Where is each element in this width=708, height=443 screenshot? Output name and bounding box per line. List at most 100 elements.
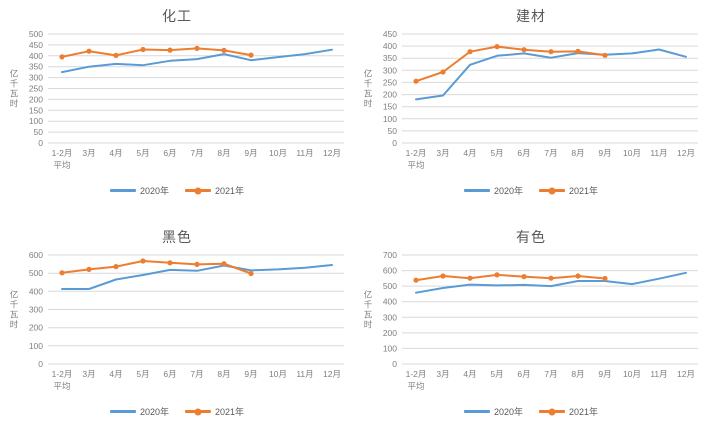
chart-card-chemical: 化工 0 50 100 150 200 250 300 350 400 450 500 1-2月 平均 3… [0,0,354,221]
svg-text:0: 0 [392,359,397,369]
chart-legend: 2020年 2021年 [0,405,354,418]
svg-text:4月: 4月 [109,148,122,158]
svg-text:6月: 6月 [517,369,530,379]
svg-text:600: 600 [383,266,397,276]
svg-text:时: 时 [10,320,19,330]
legend-item-2021: 2021年 [539,405,598,418]
svg-text:200: 200 [383,328,397,338]
svg-text:300: 300 [29,73,43,83]
svg-text:3月: 3月 [82,148,95,158]
legend-marker-dot [548,408,556,415]
chart-title: 化工 [162,8,192,24]
legend-line-swatch-2021 [185,187,211,194]
svg-text:9月: 9月 [598,369,611,379]
legend-line-swatch-2020 [463,189,490,192]
legend-item-2020: 2020年 [463,184,523,197]
svg-text:0: 0 [392,138,397,148]
svg-text:平均: 平均 [407,381,424,391]
svg-text:10月: 10月 [623,369,641,379]
legend-label-2021: 2021年 [215,407,245,417]
svg-text:8月: 8月 [571,148,584,158]
svg-text:5月: 5月 [136,148,149,158]
svg-text:300: 300 [383,312,397,322]
legend-marker-dot [194,187,202,194]
svg-text:500: 500 [29,29,43,39]
legend-label-2020: 2020年 [139,186,169,196]
svg-text:1-2月: 1-2月 [406,148,427,158]
svg-text:500: 500 [383,281,397,291]
svg-text:10月: 10月 [623,148,641,158]
svg-text:100: 100 [29,116,43,126]
svg-text:0: 0 [38,138,43,148]
legend-item-2020: 2020年 [109,405,169,418]
svg-text:亿: 亿 [364,290,373,300]
svg-text:时: 时 [364,320,373,330]
svg-text:6月: 6月 [163,148,176,158]
chart-card-building-materials: 建材 0 50 100 150 200 250 300 350 400 450 1-2月 平均 3月 4月… [354,0,708,221]
legend-line-swatch-2020 [109,189,136,192]
svg-text:600: 600 [29,250,43,260]
svg-text:100: 100 [29,341,43,351]
svg-text:平均: 平均 [53,381,70,391]
legend-label-2020: 2020年 [493,407,523,417]
svg-text:亿: 亿 [10,69,19,79]
svg-text:450: 450 [383,29,397,39]
svg-text:11月: 11月 [296,369,313,379]
svg-text:10月: 10月 [269,369,287,379]
svg-text:200: 200 [383,90,397,100]
svg-text:瓦: 瓦 [364,89,373,99]
svg-text:10月: 10月 [269,148,287,158]
svg-text:400: 400 [383,297,397,307]
svg-text:时: 时 [364,99,373,109]
chart-card-ferrous: 黑色 0 100 200 300 400 500 600 1-2月 平均 3月 4月 5月 6月 7月 8月… [0,221,354,443]
legend-marker-dot [548,187,556,194]
legend-line-swatch-2020 [463,410,490,413]
svg-text:12月: 12月 [677,148,695,158]
svg-text:瓦: 瓦 [364,310,373,320]
svg-text:千: 千 [364,79,373,89]
svg-text:7月: 7月 [544,148,557,158]
svg-text:100: 100 [383,114,397,124]
svg-text:350: 350 [383,53,397,63]
svg-text:350: 350 [29,62,43,72]
svg-text:千: 千 [364,300,373,310]
svg-text:700: 700 [383,250,397,260]
svg-text:300: 300 [383,65,397,75]
legend-line-swatch-2021 [185,408,211,415]
legend-marker-dot [194,408,202,415]
svg-text:400: 400 [29,286,43,296]
svg-text:千: 千 [10,300,19,310]
svg-text:亿: 亿 [10,290,19,300]
chart-card-nonferrous: 有色 0 100 200 300 400 500 600 700 1-2月 平均 3月 4月 5月 6月 7… [354,221,708,443]
chart-legend: 2020年 2021年 [354,405,708,418]
legend-line-swatch-2021 [539,408,565,415]
svg-text:3月: 3月 [436,369,449,379]
legend-label-2020: 2020年 [139,407,169,417]
legend-label-2021: 2021年 [215,186,245,196]
svg-text:6月: 6月 [163,369,176,379]
legend-item-2021: 2021年 [539,184,598,197]
svg-text:亿: 亿 [364,69,373,79]
svg-text:9月: 9月 [244,148,257,158]
svg-text:12月: 12月 [677,369,695,379]
svg-text:平均: 平均 [407,160,424,170]
svg-text:250: 250 [29,84,43,94]
svg-text:11月: 11月 [650,148,667,158]
legend-label-2021: 2021年 [569,407,599,417]
svg-text:200: 200 [29,323,43,333]
legend-item-2020: 2020年 [109,184,169,197]
svg-text:300: 300 [29,305,43,315]
svg-text:6月: 6月 [517,148,530,158]
svg-text:8月: 8月 [571,369,584,379]
svg-text:瓦: 瓦 [10,89,19,99]
svg-text:150: 150 [29,105,43,115]
svg-text:3月: 3月 [82,369,95,379]
svg-text:100: 100 [383,343,397,353]
svg-text:150: 150 [383,102,397,112]
svg-text:瓦: 瓦 [10,310,19,320]
svg-text:50: 50 [34,127,44,137]
